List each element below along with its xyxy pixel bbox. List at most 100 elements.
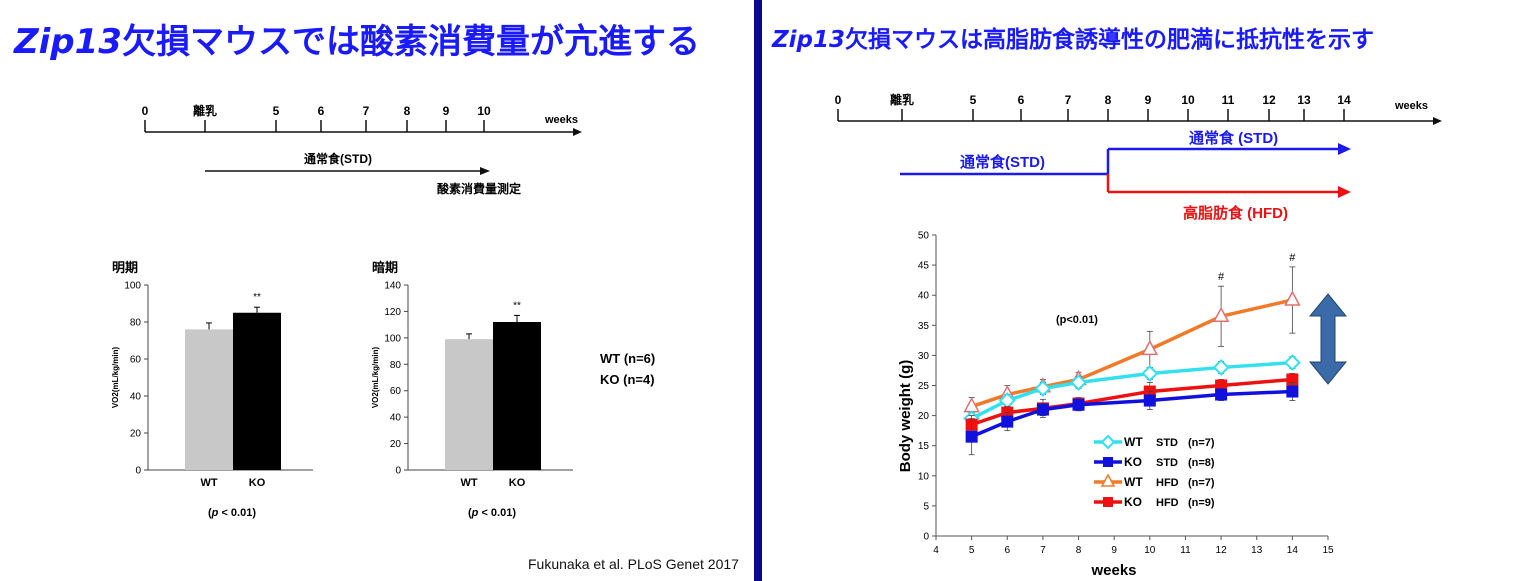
data-point — [965, 430, 978, 443]
right-hfd-arrowhead — [1338, 186, 1351, 198]
vo2-light-phase-chart: 明期 0 20 40 60 80 100 VO2(mL/kg/min) WT KO ** (p < 0… — [111, 260, 313, 519]
left-title-text: 欠損マウスでは酸素消費量が亢進する — [121, 22, 700, 62]
timeline-tick-label: 12 — [1262, 93, 1276, 107]
data-point — [1283, 354, 1301, 372]
timeline-tick-label: 10 — [477, 104, 491, 118]
right-std-before-label: 通常食(STD) — [960, 153, 1045, 171]
n-label-wt: WT (n=6) — [600, 351, 656, 366]
right-title-gene: Zip13 — [772, 27, 846, 53]
legend-diet-group: HFD — [1156, 477, 1179, 489]
y-tick-label: 80 — [130, 318, 142, 329]
right-slide-title: Zip13欠損マウスは高脂肪食誘導性の肥満に抵抗性を示す — [772, 20, 1374, 54]
bar-wt — [185, 329, 233, 470]
slide-divider — [754, 0, 762, 581]
y-tick-label: 30 — [918, 351, 930, 362]
x-tick-label: 10 — [1144, 545, 1156, 556]
y-tick-label: 0 — [395, 466, 401, 477]
y-tick-label: 20 — [390, 439, 402, 450]
double-arrow-shape — [1308, 293, 1348, 385]
y-tick-label: 50 — [918, 231, 930, 242]
significance-flag: # — [1289, 252, 1296, 264]
legend-marker — [1103, 457, 1113, 467]
x-category-label: WT — [200, 477, 217, 489]
series-line-wt-hfd — [971, 298, 1293, 409]
y-tick-label: 80 — [390, 360, 402, 371]
x-tick-label: 15 — [1322, 545, 1334, 556]
timeline-tick-label: 14 — [1337, 93, 1351, 107]
y-tick-label: 140 — [384, 281, 401, 292]
data-point — [1072, 398, 1085, 411]
x-tick-label: 12 — [1216, 545, 1228, 556]
timeline-tick-label: 0 — [142, 104, 149, 118]
x-category-label: KO — [509, 477, 526, 489]
y-tick-label: 40 — [130, 392, 142, 403]
y-axis-label: VO2(mL/kg/min) — [371, 346, 380, 408]
y-tick-label: 100 — [124, 281, 141, 292]
timeline-tick-label: 離乳 — [193, 103, 217, 118]
left-slide-title: Zip13欠損マウスでは酸素消費量が亢進する — [14, 14, 700, 63]
data-point — [1143, 394, 1156, 407]
x-tick-label: 14 — [1287, 545, 1299, 556]
y-tick-label: 25 — [918, 381, 930, 392]
x-tick-label: 7 — [1040, 545, 1046, 556]
timeline-tick-label: 9 — [443, 104, 450, 118]
timeline-tick-label: 7 — [363, 104, 370, 118]
significance-flag: # — [1218, 271, 1225, 283]
significance-marker: ** — [513, 300, 521, 311]
timeline-tick-label: 0 — [835, 93, 842, 107]
bar-chart-title: 暗期 — [372, 260, 398, 275]
data-point — [1001, 415, 1014, 428]
n-label-ko: KO (n=4) — [600, 372, 655, 387]
y-tick-label: 15 — [918, 441, 930, 452]
data-point — [1036, 403, 1049, 416]
y-tick-label: 0 — [923, 532, 929, 543]
legend-n: (n=7) — [1188, 477, 1215, 489]
right-std-after-label: 通常食 (STD) — [1189, 129, 1278, 147]
n-labels: WT (n=6) KO (n=4) — [600, 348, 655, 390]
left-diet-label: 通常食(STD) — [304, 151, 372, 166]
data-point — [1141, 365, 1159, 382]
citation: Fukunaka et al. PLoS Genet 2017 — [528, 556, 739, 572]
timeline-tick-label: 9 — [1145, 93, 1152, 107]
timeline-tick-label: 10 — [1181, 93, 1195, 107]
y-tick-label: 120 — [384, 307, 401, 318]
legend-diet-group: STD — [1156, 457, 1178, 469]
x-tick-label: 9 — [1111, 545, 1117, 556]
legend-marker — [1100, 473, 1116, 487]
right-title-text: 欠損マウスは高脂肪食誘導性の肥満に抵抗性を示す — [845, 27, 1375, 53]
timeline-tick-label: 6 — [318, 104, 325, 118]
data-point — [1034, 380, 1052, 397]
legend-marker — [1103, 497, 1113, 507]
data-point — [1286, 385, 1299, 398]
timeline-tick-label: 5 — [273, 104, 280, 118]
y-tick-label: 60 — [390, 386, 402, 397]
legend-n: (n=9) — [1188, 497, 1215, 509]
legend-series-name: KO — [1124, 455, 1142, 469]
timeline-tick-label: 5 — [970, 93, 977, 107]
bar-wt — [445, 339, 493, 470]
y-tick-label: 10 — [918, 471, 930, 482]
legend-diet-group: HFD — [1156, 497, 1179, 509]
legend-n: (n=7) — [1188, 437, 1215, 449]
right-std-arrowhead — [1338, 143, 1351, 155]
data-point — [1141, 339, 1159, 356]
timeline-tick-label: 13 — [1297, 93, 1311, 107]
left-timeline: 0 離乳 5 6 7 8 9 10 weeks 通常食(STD) 酸素消費量測定 — [142, 103, 582, 196]
legend-series-name: KO — [1124, 495, 1142, 509]
data-point — [1212, 359, 1230, 376]
x-tick-label: 11 — [1180, 545, 1191, 556]
significance-marker: ** — [253, 292, 261, 303]
legend-diet-group: STD — [1156, 437, 1178, 449]
right-timeline-arrowhead — [1433, 117, 1442, 125]
y-tick-label: 100 — [384, 333, 401, 344]
timeline-tick-label: 6 — [1018, 93, 1025, 107]
x-category-label: KO — [249, 477, 266, 489]
left-title-gene: Zip13 — [14, 22, 122, 62]
x-tick-label: 8 — [1076, 545, 1082, 556]
timeline-tick-label: 11 — [1222, 93, 1235, 107]
weight-difference-double-arrow — [1308, 293, 1348, 385]
y-tick-label: 0 — [135, 466, 141, 477]
p-value-annotation: (p<0.01) — [1056, 314, 1098, 326]
y-tick-label: 40 — [918, 291, 930, 302]
